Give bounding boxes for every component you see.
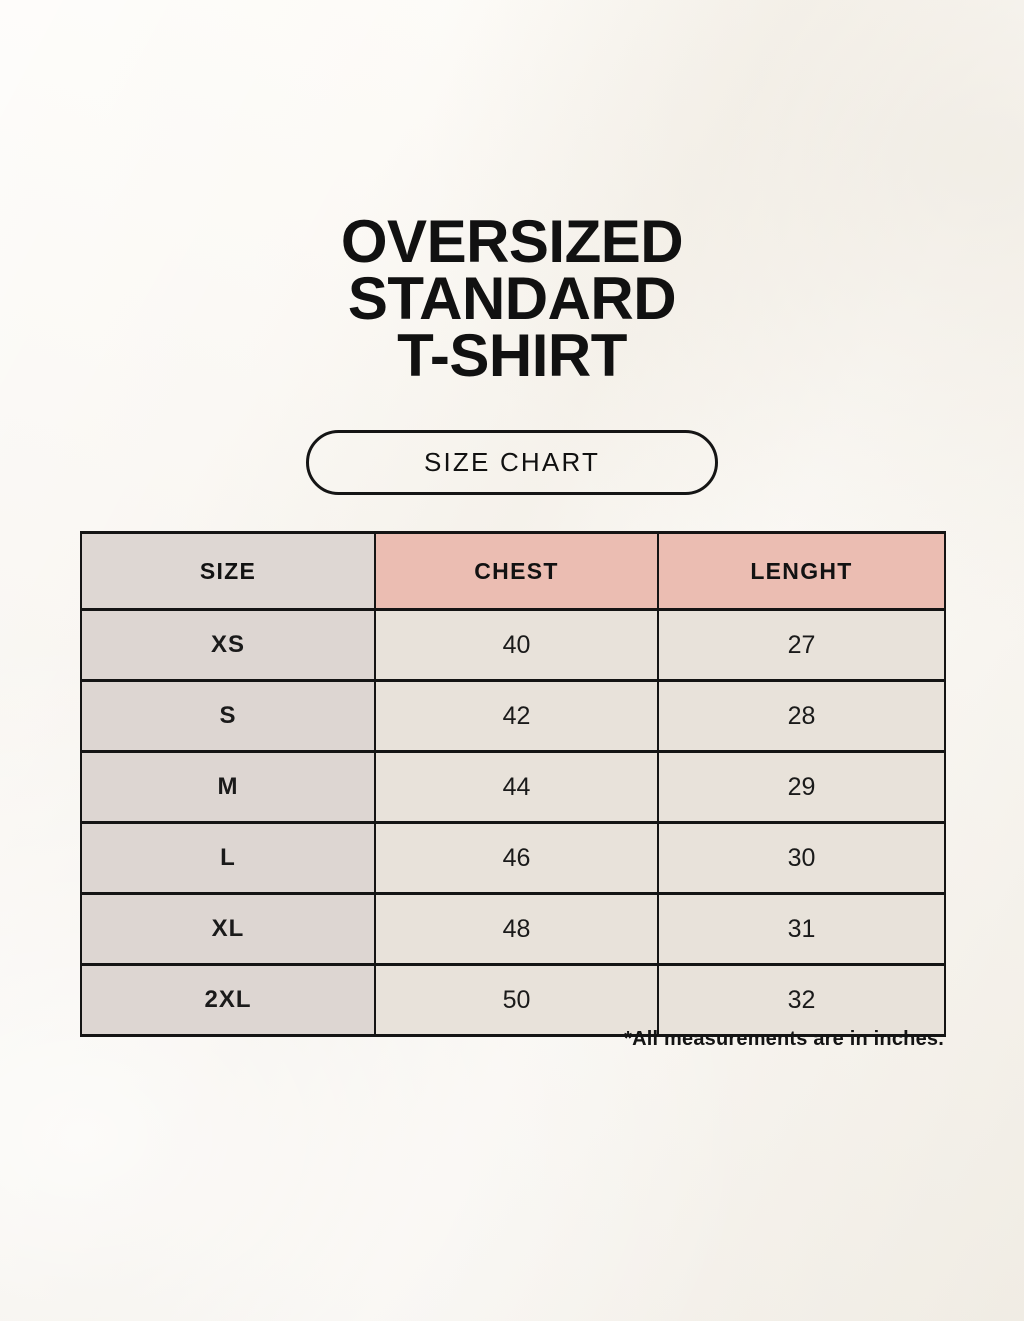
table-row: 2XL 50 32 xyxy=(81,964,945,1036)
title-line-1: OVERSIZED xyxy=(340,208,684,275)
table-row: S 42 28 xyxy=(81,680,945,753)
cell-length: 27 xyxy=(658,609,945,682)
cell-chest: 48 xyxy=(375,893,659,966)
table-header: SIZE CHEST LENGHT xyxy=(81,532,945,611)
measurements-footnote: *All measurements are in inches. xyxy=(624,1028,944,1050)
cell-size: XL xyxy=(81,893,376,966)
cell-chest: 46 xyxy=(375,822,659,895)
cell-size: 2XL xyxy=(81,964,376,1036)
cell-length: 28 xyxy=(658,680,945,753)
cell-length: 32 xyxy=(658,964,945,1036)
cell-size: XS xyxy=(81,609,376,682)
cell-size: L xyxy=(81,822,376,895)
cell-length: 30 xyxy=(658,822,945,895)
size-chart-badge: SIZE CHART xyxy=(306,430,718,495)
cell-length: 29 xyxy=(658,751,945,824)
cell-chest: 50 xyxy=(375,964,659,1036)
size-chart-table-wrap: SIZE CHEST LENGHT XS 40 27 S 42 28 M xyxy=(80,531,946,1037)
table-header-row: SIZE CHEST LENGHT xyxy=(81,532,945,611)
cell-size: M xyxy=(81,751,376,824)
table-body: XS 40 27 S 42 28 M 44 29 L 46 30 xyxy=(81,609,945,1036)
size-chart-table: SIZE CHEST LENGHT XS 40 27 S 42 28 M xyxy=(80,531,946,1037)
cell-size: S xyxy=(81,680,376,753)
title-line-3: T-SHIRT xyxy=(397,322,627,389)
table-row: XL 48 31 xyxy=(81,893,945,966)
cell-length: 31 xyxy=(658,893,945,966)
column-header-chest: CHEST xyxy=(375,532,659,611)
column-header-length: LENGHT xyxy=(658,532,945,611)
cell-chest: 42 xyxy=(375,680,659,753)
table-row: XS 40 27 xyxy=(81,609,945,682)
cell-chest: 40 xyxy=(375,609,659,682)
size-chart-badge-wrap: SIZE CHART xyxy=(0,430,1024,495)
column-header-size: SIZE xyxy=(81,532,376,611)
table-row: L 46 30 xyxy=(81,822,945,895)
page-title: OVERSIZED STANDARD T-SHIRT xyxy=(0,208,1024,389)
cell-chest: 44 xyxy=(375,751,659,824)
title-line-2: STANDARD xyxy=(347,265,677,332)
table-row: M 44 29 xyxy=(81,751,945,824)
